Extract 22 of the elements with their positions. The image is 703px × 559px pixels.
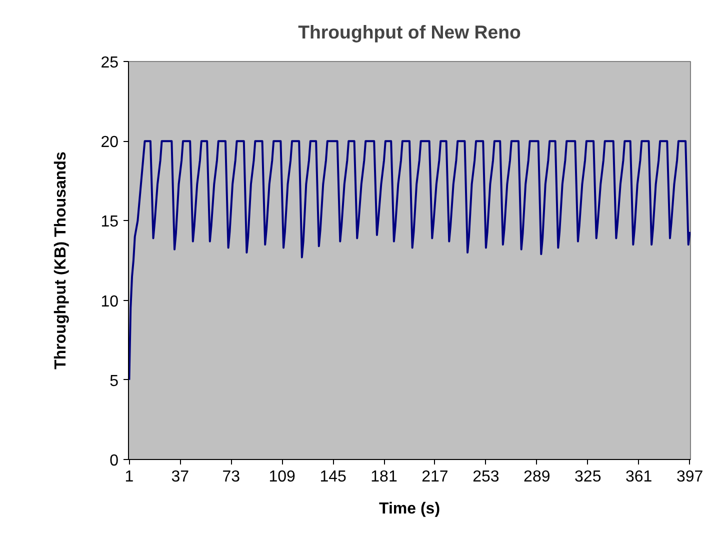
y-tick-label: 10 <box>100 293 119 310</box>
y-axis-title: Throughput (KB) Thousands <box>52 152 70 370</box>
x-tick-label: 1 <box>124 468 134 486</box>
line-series <box>128 140 690 381</box>
chart-title: Throughput of New Reno <box>298 22 521 42</box>
x-tick-label: 253 <box>472 468 500 486</box>
x-tick-label: 145 <box>320 468 347 486</box>
x-tick-label: 217 <box>422 468 448 486</box>
y-tick-label: 5 <box>110 372 119 390</box>
x-tick-label: 325 <box>574 468 602 486</box>
x-tick-label: 181 <box>370 468 398 486</box>
x-axis-title: Time (s) <box>378 500 440 518</box>
y-tick-label: 15 <box>100 214 119 231</box>
x-tick-label: 289 <box>524 468 550 486</box>
y-tick-label: 25 <box>100 54 119 72</box>
y-tick-label: 0 <box>110 452 119 470</box>
x-tick-label: 361 <box>625 468 652 486</box>
x-tick-label: 73 <box>222 468 240 486</box>
x-tick-label: 37 <box>171 468 190 486</box>
x-tick-label: 109 <box>268 468 296 486</box>
y-tick-label: 20 <box>100 134 119 152</box>
x-tick-label: 397 <box>676 468 703 486</box>
